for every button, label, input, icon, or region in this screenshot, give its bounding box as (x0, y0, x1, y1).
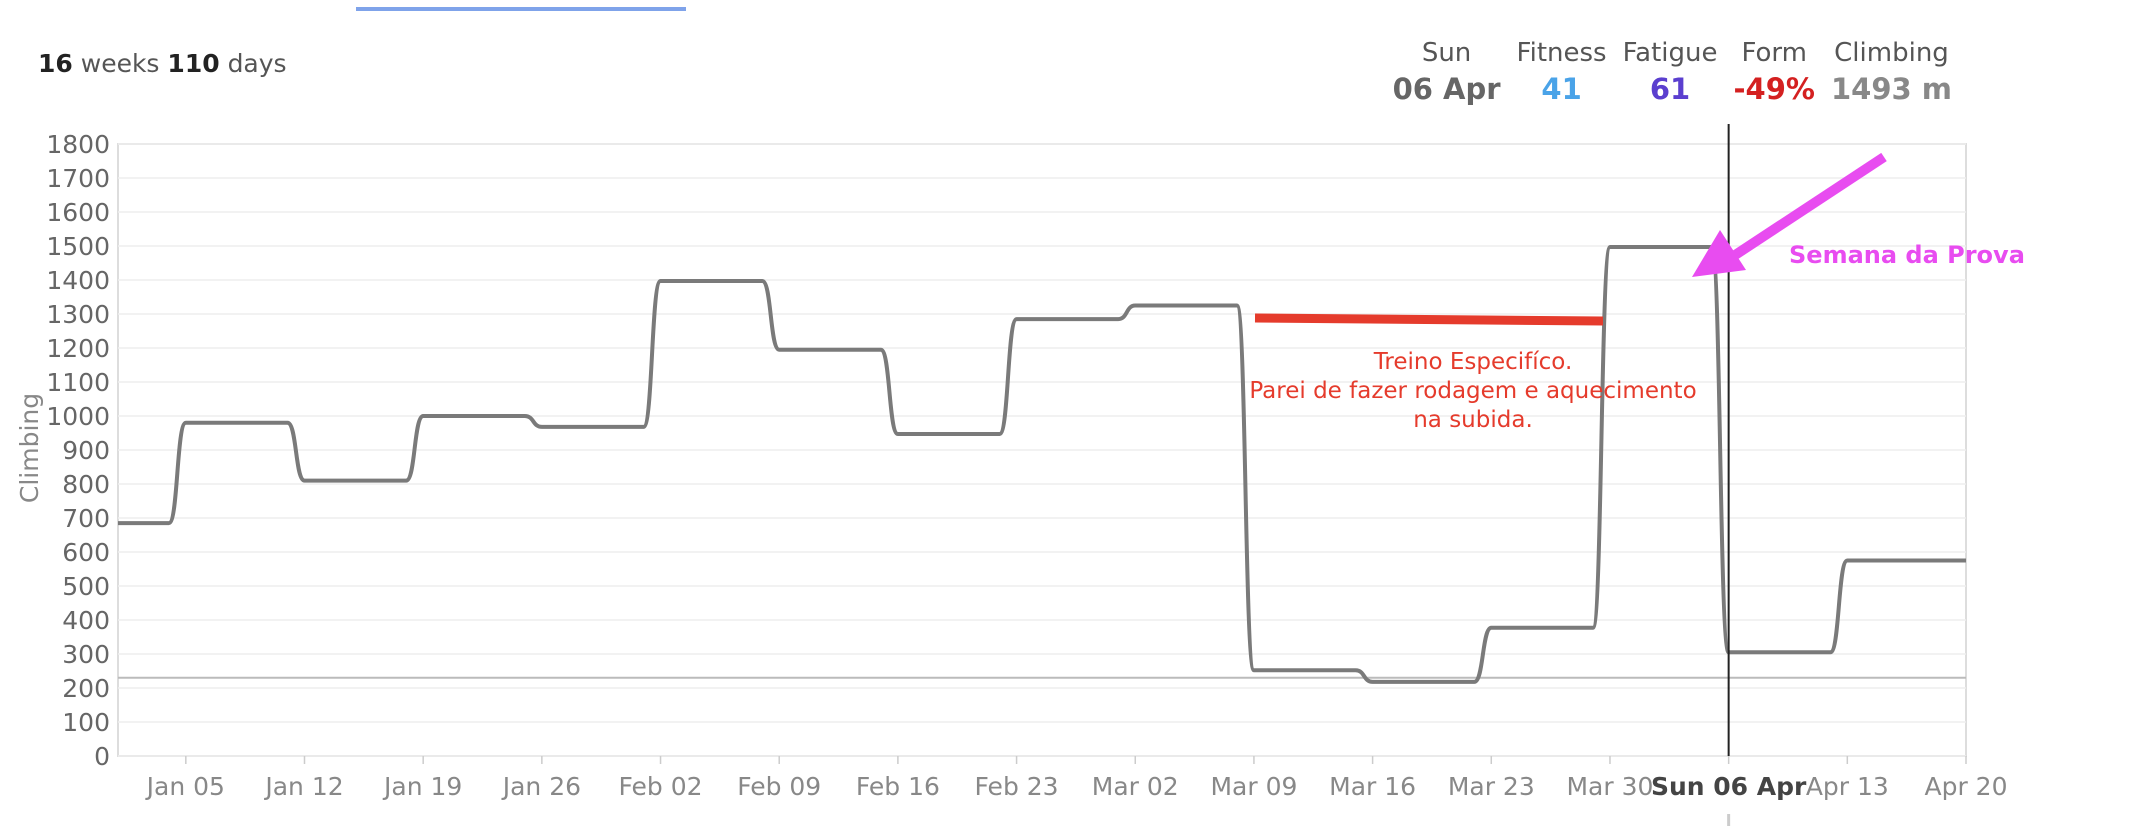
climbing-series-line (118, 245, 1966, 684)
y-tick-label: 600 (62, 538, 110, 567)
red-annotation-text: na subida. (1413, 407, 1533, 433)
series-layer (118, 124, 1966, 826)
y-tick-label: 1300 (46, 300, 110, 329)
hover-stats-panel: Sun 06 Apr Fitness 41 Fatigue 61 Form -4… (1385, 36, 1960, 108)
y-tick-label: 300 (62, 640, 110, 669)
x-tick-label: Mar 23 (1448, 772, 1535, 801)
y-tick-label: 500 (62, 572, 110, 601)
stat-fitness: Fitness 41 (1509, 36, 1615, 108)
weeks-count: 16 (38, 49, 73, 78)
days-word: days (227, 49, 287, 78)
x-tick-label: Feb 16 (856, 772, 940, 801)
pink-arrow-head (1692, 230, 1746, 277)
y-axis-label: Climbing (15, 393, 44, 503)
y-tick-label: 1200 (46, 334, 110, 363)
y-tick-label: 400 (62, 606, 110, 635)
y-tick-labels: 0 100 200 300 400 500 600 700 800 900 1000 1100 1200… (46, 130, 110, 771)
red-annotation-text: Treino Especifíco. (1373, 349, 1573, 375)
stat-form-label: Form (1741, 38, 1807, 68)
stat-climbing: Climbing 1493 m (1823, 36, 1960, 108)
y-tick-label: 200 (62, 674, 110, 703)
stat-fitness-value: 41 (1541, 72, 1582, 106)
x-tick-label: Mar 30 (1566, 772, 1653, 801)
stat-date-value: 06 Apr (1392, 72, 1501, 106)
grid-lines (117, 143, 1967, 764)
stat-form: Form -49% (1726, 36, 1823, 108)
x-tick-label: Feb 02 (619, 772, 703, 801)
stat-date-label: Sun (1421, 38, 1472, 68)
y-tick-label: 700 (62, 504, 110, 533)
x-tick-label: Jan 19 (382, 772, 462, 801)
y-tick-label: 1400 (46, 266, 110, 295)
stat-fitness-label: Fitness (1516, 38, 1607, 68)
stat-date: Sun 06 Apr (1385, 36, 1509, 108)
x-tick-label: Jan 05 (145, 772, 225, 801)
x-tick-label: Mar 16 (1329, 772, 1416, 801)
y-tick-label: 1600 (46, 198, 110, 227)
y-tick-label: 100 (62, 708, 110, 737)
stat-climbing-label: Climbing (1834, 38, 1949, 68)
stat-form-value: -49% (1733, 72, 1815, 106)
pink-arrow-shaft (1717, 152, 1887, 270)
y-tick-label: 1100 (46, 368, 110, 397)
x-tick-label: Feb 09 (737, 772, 821, 801)
y-tick-label: 1700 (46, 164, 110, 193)
period-summary: 16 weeks 110 days (38, 49, 287, 78)
x-tick-label: Jan 12 (263, 772, 343, 801)
y-tick-label: 800 (62, 470, 110, 499)
x-tick-label: Jan 26 (501, 772, 581, 801)
x-tick-labels: Jan 05 Jan 12 Jan 19 Jan 26 Feb 02 Feb 09 Feb … (145, 772, 2008, 801)
stat-fatigue: Fatigue 61 (1615, 36, 1726, 108)
active-tab-indicator[interactable] (356, 7, 686, 11)
red-annotation-text: Parei de fazer rodagem e aquecimento (1249, 378, 1696, 404)
stat-fatigue-value: 61 (1649, 72, 1691, 106)
pink-annotation-text: Semana da Prova (1789, 241, 2025, 269)
stat-climbing-value: 1493 m (1830, 72, 1952, 106)
x-tick-label: Feb 23 (975, 772, 1059, 801)
y-tick-label: 1000 (46, 402, 110, 431)
red-annotation-stroke (1254, 313, 1604, 326)
x-tick-label: Mar 09 (1210, 772, 1297, 801)
annotation-layer: Treino Especifíco. Parei de fazer rodagem… (1249, 152, 2025, 433)
y-tick-label: 0 (94, 742, 110, 771)
x-tick-label-highlight: Sun 06 Apr (1651, 772, 1807, 801)
x-tick-label: Mar 02 (1092, 772, 1179, 801)
days-count: 110 (167, 49, 220, 78)
x-tick-label: Apr 20 (1924, 772, 2007, 801)
y-tick-label: 900 (62, 436, 110, 465)
y-tick-label: 1500 (46, 232, 110, 261)
y-tick-label: 1800 (46, 130, 110, 159)
x-tick-label: Apr 13 (1806, 772, 1889, 801)
weeks-word: weeks (80, 49, 160, 78)
stat-fatigue-label: Fatigue (1622, 38, 1718, 68)
